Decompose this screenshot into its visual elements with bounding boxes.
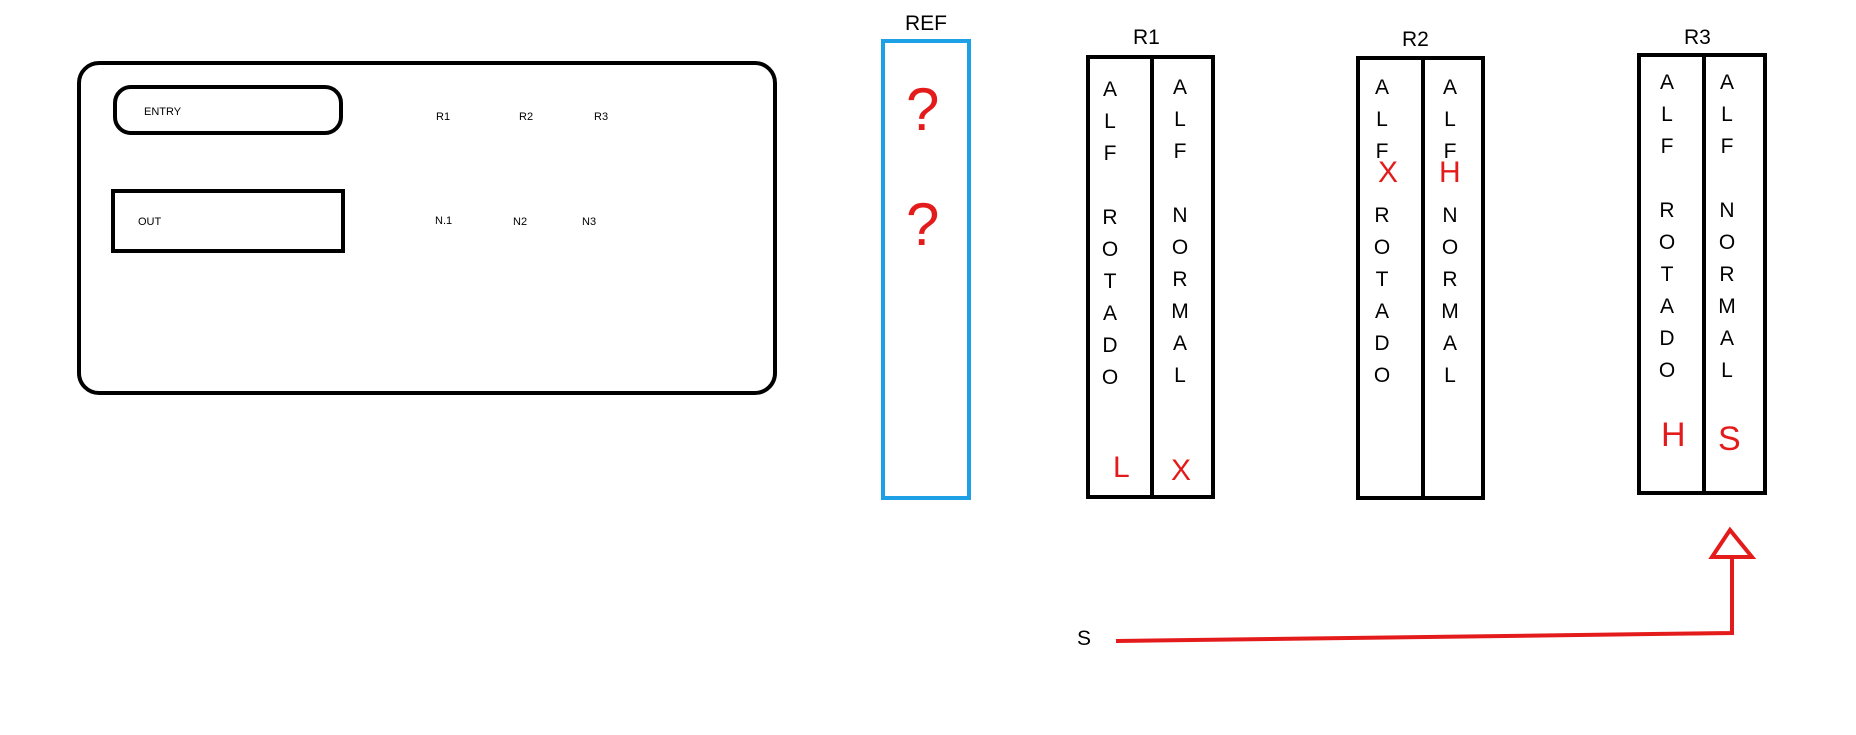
rotor-r3-left-mark: H [1661,416,1686,454]
rotor-r1-right-mark: X [1171,454,1191,487]
control-panel: ENTRY OUT R1 R2 R3 N.1 N2 N3 [77,61,777,395]
reflector: REF ? ? [881,12,971,500]
rotor-r2-right-mark: H [1439,156,1461,189]
entry-field[interactable] [113,85,343,135]
out-label: OUT [138,216,162,228]
signal-arrow-line [1115,557,1734,643]
entry-label: ENTRY [144,106,182,118]
signal-start-label: S [1077,627,1091,650]
notch-label-n1: N.1 [435,215,452,227]
out-field[interactable] [111,189,345,253]
rotor-label-r2: R2 [519,111,533,123]
rotor-r3-label: R3 [1684,26,1711,49]
reflector-label: REF [905,12,947,35]
panel-frame [77,61,777,395]
rotor-r1-left-mark: L [1113,451,1130,484]
rotor-r2-frame [1356,56,1485,500]
rotor-label-r1: R1 [436,111,450,123]
signal-arrow: S [1077,526,1757,650]
notch-label-n2: N2 [513,216,527,228]
notch-label-n3: N3 [582,216,596,228]
rotor-r2-label: R2 [1402,28,1429,51]
reflector-mark-1: ? [906,76,939,143]
signal-arrow-head [1708,526,1757,559]
rotor-r3-right-mark: S [1718,420,1741,458]
rotor-r2-left-mark: X [1378,156,1398,189]
rotor-r1-label: R1 [1133,26,1160,49]
reflector-mark-2: ? [906,191,939,258]
rotor-label-r3: R3 [594,111,608,123]
reflector-box [881,39,971,500]
